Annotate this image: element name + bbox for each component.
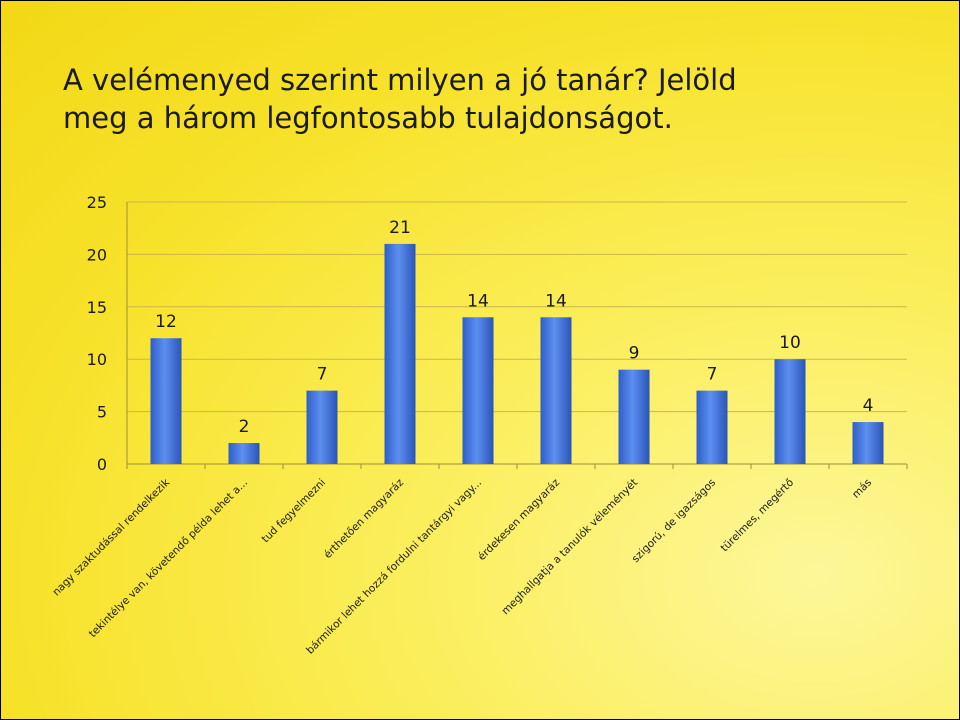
data-label: 21: [389, 218, 411, 238]
category-label: érthetően magyaráz: [322, 476, 407, 561]
category-label: türelmes, megértő: [719, 477, 797, 555]
data-label: 12: [155, 312, 177, 332]
category-label: bármikor lehet hozzá fordulni tantárgyi …: [304, 477, 484, 657]
slide-title: A velémenyed szerint milyen a jó tanár? …: [63, 61, 903, 137]
data-label: 4: [863, 396, 874, 416]
bar: [696, 390, 728, 464]
bar: [384, 243, 416, 464]
title-line-1: A velémenyed szerint milyen a jó tanár? …: [63, 63, 737, 97]
category-label: érdekesen magyaráz: [476, 476, 563, 563]
bar: [228, 443, 260, 464]
y-tick-label: 0: [97, 455, 107, 474]
category-label: szigorú, de igazságos: [630, 477, 718, 565]
y-tick-label: 5: [97, 403, 107, 422]
y-tick-label: 20: [87, 245, 107, 264]
bar: [852, 422, 884, 464]
bar: [618, 369, 650, 464]
data-label: 14: [467, 291, 489, 311]
y-tick-label: 10: [87, 350, 107, 369]
bar: [540, 317, 572, 464]
y-tick-label: 15: [87, 298, 107, 317]
bar: [462, 317, 494, 464]
y-tick-label: 25: [87, 193, 107, 212]
category-label: tud fegyelmezni: [260, 477, 329, 546]
data-label: 2: [239, 417, 250, 437]
bar: [774, 359, 806, 464]
bar: [150, 338, 182, 464]
title-line-2: meg a három legfontosabb tulajdonságot.: [63, 101, 673, 135]
category-label: más: [850, 477, 874, 501]
data-label: 7: [317, 365, 328, 385]
data-label: 7: [707, 365, 718, 385]
data-label: 10: [779, 333, 801, 353]
bar: [306, 390, 338, 464]
category-label: tekintélye van, követendő példa lehet a.…: [87, 477, 250, 640]
category-label: meghallgatja a tanulók véleményét: [500, 477, 641, 618]
data-label: 14: [545, 291, 567, 311]
data-label: 9: [629, 344, 640, 364]
